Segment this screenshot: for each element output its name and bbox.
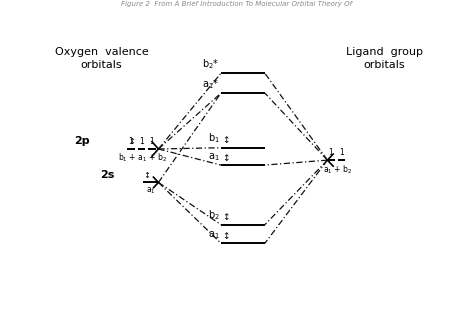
Text: b$_2$: b$_2$ <box>208 208 219 222</box>
Text: Oxygen  valence
orbitals: Oxygen valence orbitals <box>55 47 148 70</box>
Text: 1: 1 <box>149 137 154 146</box>
Text: a$_1$: a$_1$ <box>208 151 219 163</box>
Text: 2s: 2s <box>100 170 114 180</box>
Text: Figure 2  From A Brief Introduction To Molecular Orbital Theory Of: Figure 2 From A Brief Introduction To Mo… <box>121 1 353 7</box>
Text: a$_1$: a$_1$ <box>146 185 155 196</box>
Text: 2p: 2p <box>74 137 90 147</box>
Text: 1: 1 <box>339 148 344 157</box>
Text: ↕: ↕ <box>222 232 230 241</box>
Text: 1: 1 <box>328 148 333 157</box>
Text: ↕: ↕ <box>128 137 135 147</box>
Text: Ligand  group
orbitals: Ligand group orbitals <box>346 47 423 70</box>
Text: a$_1$: a$_1$ <box>208 229 219 241</box>
Text: 1: 1 <box>139 137 144 146</box>
Text: ↕: ↕ <box>222 213 230 222</box>
Text: 1: 1 <box>128 137 133 146</box>
Text: b$_2$*: b$_2$* <box>202 57 219 71</box>
Text: a$_1$*: a$_1$* <box>202 77 219 91</box>
Text: ↕: ↕ <box>222 154 230 163</box>
Text: b$_1$: b$_1$ <box>208 131 219 145</box>
Text: a$_1$ + b$_2$: a$_1$ + b$_2$ <box>323 163 352 175</box>
Text: ↕: ↕ <box>144 171 151 180</box>
Text: ↕: ↕ <box>222 136 230 145</box>
Text: b$_1$ + a$_1$ + b$_2$: b$_1$ + a$_1$ + b$_2$ <box>118 152 167 165</box>
